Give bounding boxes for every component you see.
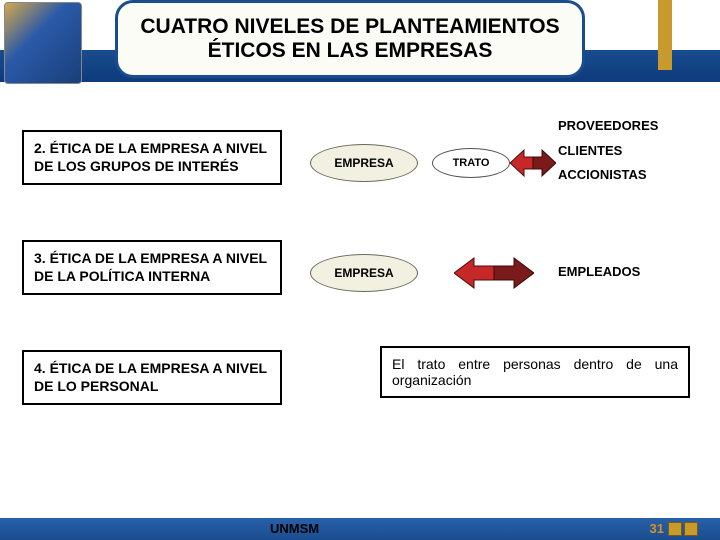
slide-title: CUATRO NIVELES DE PLANTEAMIENTOS ÉTICOS …: [115, 0, 585, 78]
double-arrow-icon-2: [454, 256, 534, 290]
page-number: 31: [650, 521, 664, 536]
stakeholder-clientes: CLIENTES: [558, 139, 708, 164]
header-accent: [658, 0, 672, 70]
row-level-2: 2. ÉTICA DE LA EMPRESA A NIVEL DE LOS GR…: [0, 110, 720, 220]
footer-org: UNMSM: [270, 521, 319, 536]
content-area: 2. ÉTICA DE LA EMPRESA A NIVEL DE LOS GR…: [0, 110, 720, 440]
nav-next-icon[interactable]: [684, 522, 698, 536]
trato-oval: TRATO: [432, 148, 510, 178]
footer-band: [0, 518, 720, 540]
double-arrow-icon: [510, 146, 556, 180]
level-4-note: El trato entre personas dentro de una or…: [380, 346, 690, 398]
stakeholders-list-1: PROVEEDORES CLIENTES ACCIONISTAS: [558, 114, 708, 188]
empresa-oval-1: EMPRESA: [310, 144, 418, 182]
row-level-4: 4. ÉTICA DE LA EMPRESA A NIVEL DE LO PER…: [0, 330, 720, 440]
stakeholder-accionistas: ACCIONISTAS: [558, 163, 708, 188]
level-3-box: 3. ÉTICA DE LA EMPRESA A NIVEL DE LA POL…: [22, 240, 282, 295]
stakeholder-empleados: EMPLEADOS: [558, 260, 708, 285]
level-4-box: 4. ÉTICA DE LA EMPRESA A NIVEL DE LO PER…: [22, 350, 282, 405]
stakeholders-list-2: EMPLEADOS: [558, 260, 708, 285]
nav-icons: [668, 522, 698, 536]
page-number-area: 31: [650, 521, 698, 536]
row-level-3: 3. ÉTICA DE LA EMPRESA A NIVEL DE LA POL…: [0, 220, 720, 330]
empresa-oval-2: EMPRESA: [310, 254, 418, 292]
logo: [4, 2, 82, 84]
stakeholder-proveedores: PROVEEDORES: [558, 114, 708, 139]
nav-prev-icon[interactable]: [668, 522, 682, 536]
level-2-box: 2. ÉTICA DE LA EMPRESA A NIVEL DE LOS GR…: [22, 130, 282, 185]
